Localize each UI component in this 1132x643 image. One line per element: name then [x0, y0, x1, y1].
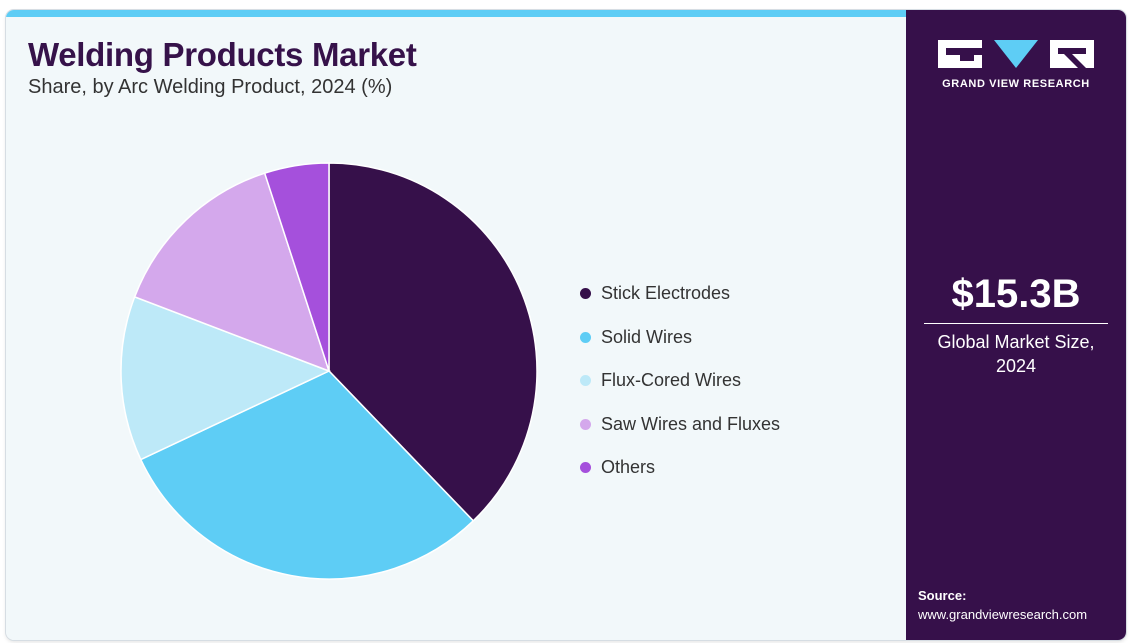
- legend-swatch: [580, 288, 591, 300]
- legend-label: Saw Wires and Fluxes: [601, 413, 781, 434]
- legend-item: Saw Wires and Fluxes: [580, 403, 780, 447]
- legend-item: Flux-Cored Wires: [580, 359, 780, 403]
- market-size-value: $15.3B: [951, 272, 1081, 316]
- legend-swatch: [580, 331, 591, 343]
- accent-bar: [6, 10, 906, 17]
- legend-label: Stick Electrodes: [601, 283, 731, 304]
- chart-legend: Stick Electrodes Solid Wires Flux-Cored Wi…: [580, 272, 780, 490]
- grand-view-research-logo: [938, 40, 1094, 68]
- legend-swatch: [580, 462, 591, 474]
- source-label: Source:: [918, 588, 967, 603]
- pie-slice-stick-electrodes: [328, 162, 538, 522]
- legend-label: Solid Wires: [601, 326, 693, 347]
- market-size-label-line2: 2024: [995, 356, 1037, 376]
- pie-slice-others: [263, 162, 330, 372]
- source-url[interactable]: www.grandviewresearch.com: [918, 607, 1088, 622]
- brand-name: GRAND VIEW RESEARCH: [942, 78, 1090, 90]
- chart-title: Welding Products Market: [28, 36, 417, 73]
- legend-item: Others: [580, 446, 780, 490]
- chart-subtitle: Share, by Arc Welding Product, 2024 (%): [28, 76, 393, 98]
- pie-slice-flux-cored-wires: [120, 295, 331, 461]
- market-size-label-line1: Global Market Size,: [937, 332, 1095, 352]
- legend-label: Flux-Cored Wires: [601, 370, 742, 391]
- legend-label: Others: [601, 457, 656, 478]
- chart-panel: Welding Products Market Share, by Arc We…: [6, 10, 906, 640]
- legend-item: Stick Electrodes: [580, 272, 780, 316]
- legend-swatch: [580, 375, 591, 387]
- legend-item: Solid Wires: [580, 316, 780, 360]
- market-size-label: Global Market Size, 2024: [926, 330, 1106, 378]
- pie-chart: [120, 162, 538, 580]
- brand-sidebar: GRAND VIEW RESEARCH $15.3B Global Market…: [906, 10, 1126, 640]
- legend-swatch: [580, 418, 591, 430]
- infographic-card: Welding Products Market Share, by Arc We…: [6, 10, 1126, 640]
- pie-slice-solid-wires: [139, 370, 475, 580]
- value-divider: [924, 323, 1108, 324]
